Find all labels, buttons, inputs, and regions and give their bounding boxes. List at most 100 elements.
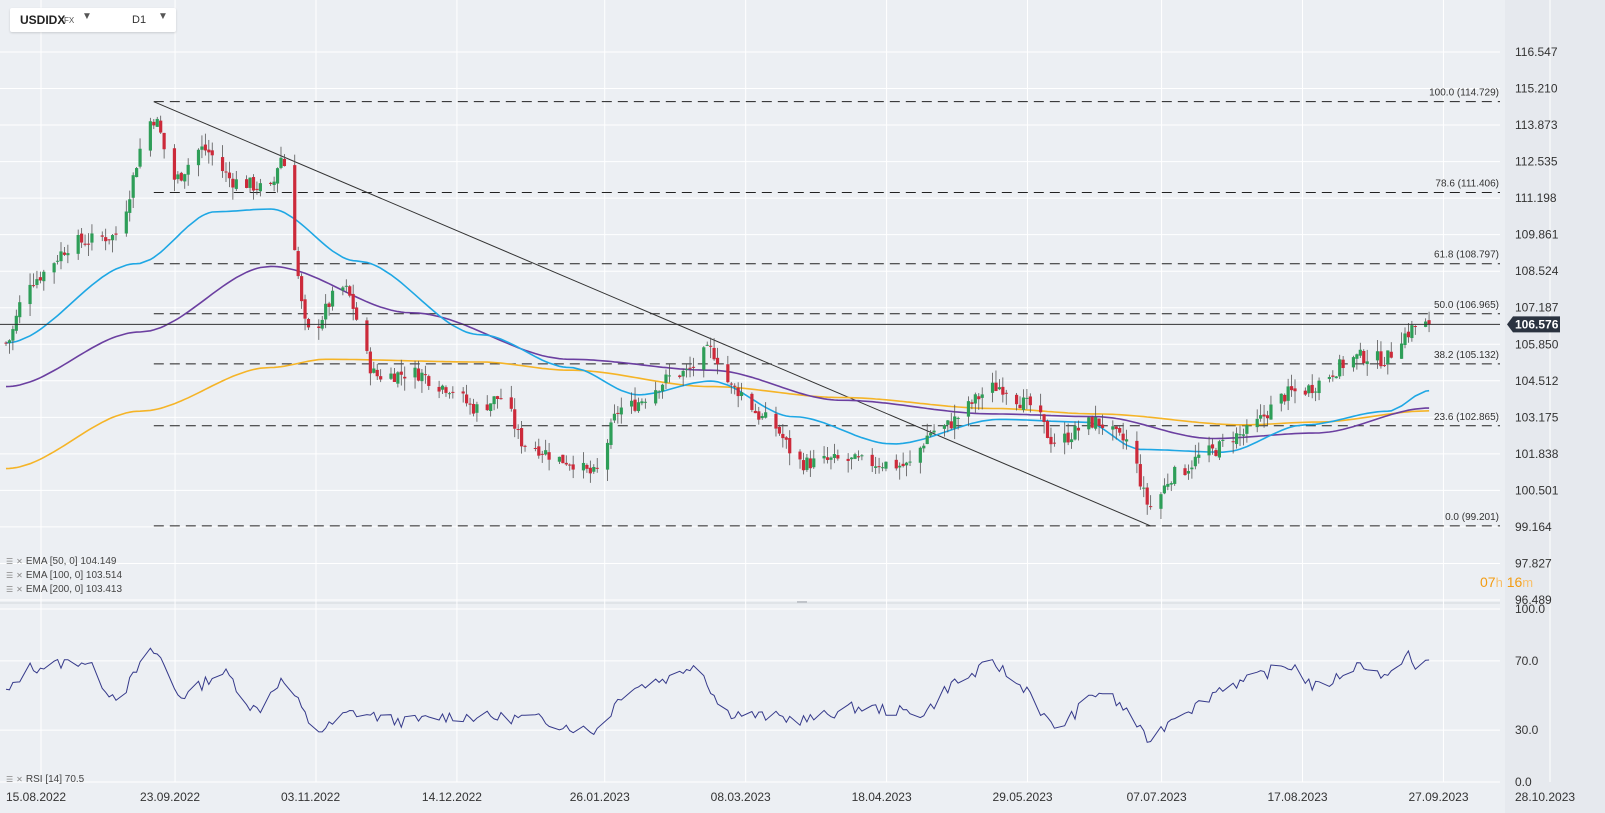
ema100-legend[interactable]: ☰ ✕ EMA [100, 0] 103.514 <box>6 570 122 581</box>
candle-body <box>80 233 84 243</box>
timeframe-dropdown-icon[interactable]: ▼ <box>158 11 168 22</box>
candle-body <box>245 179 249 188</box>
candle <box>444 385 448 397</box>
candle <box>341 285 345 296</box>
candle <box>997 379 1001 391</box>
timeframe-label[interactable]: D1 <box>132 14 147 26</box>
candle <box>231 173 235 200</box>
candle <box>533 441 537 452</box>
candle <box>128 190 132 222</box>
countdown-minutes: 16 <box>1506 574 1523 590</box>
settings-icon[interactable]: ☰ <box>6 571 14 580</box>
ema50-legend[interactable]: ☰ ✕ EMA [50, 0] 104.149 <box>6 556 117 567</box>
close-icon[interactable]: ✕ <box>16 571 23 580</box>
candle <box>427 374 431 390</box>
candle-body <box>155 118 159 127</box>
candle-body <box>777 426 782 434</box>
candle-body <box>495 396 500 399</box>
candle-body <box>1293 388 1297 392</box>
candle <box>616 406 620 424</box>
candle-body <box>465 394 469 404</box>
candle <box>643 398 647 409</box>
candle-body <box>1100 424 1105 428</box>
candle <box>1045 419 1050 439</box>
candle-body <box>1241 434 1246 436</box>
candle-body <box>83 243 87 245</box>
candle <box>966 396 971 427</box>
rsi-legend[interactable]: ☰ ✕ RSI [14] 70.5 <box>6 774 84 785</box>
settings-icon[interactable]: ☰ <box>6 557 14 566</box>
candle-body <box>664 374 668 383</box>
candle-body <box>1379 351 1383 367</box>
candle-body <box>884 461 888 469</box>
candle-body <box>159 120 163 133</box>
candle-body <box>1307 385 1311 394</box>
candle-body <box>1073 425 1077 440</box>
candle <box>1358 342 1362 358</box>
candle-body <box>1327 377 1331 379</box>
candle <box>1090 415 1094 429</box>
candle <box>1413 325 1417 335</box>
candle <box>547 442 551 471</box>
fibonacci-retracement: 100.0 (114.729) 78.6 (111.406) 61.8 (108.7… <box>153 88 1500 527</box>
candle <box>224 162 228 182</box>
candle-body <box>581 462 586 471</box>
candle-body <box>344 285 348 287</box>
candle <box>846 453 850 473</box>
candle <box>757 406 761 425</box>
candle <box>80 228 84 248</box>
candle-body <box>798 451 802 460</box>
settings-icon[interactable]: ☰ <box>6 775 14 784</box>
candle <box>1004 389 1008 405</box>
candle-body <box>753 410 757 414</box>
price-axis-label: 99.164 <box>1515 520 1552 534</box>
ema200-legend-text: EMA [200, 0] 103.413 <box>25 584 123 595</box>
candle-body <box>186 164 190 175</box>
candle <box>55 254 60 265</box>
candle <box>564 455 568 466</box>
ema200-legend[interactable]: ☰ ✕ EMA [200, 0] 103.413 <box>6 584 122 595</box>
candle-body <box>977 396 981 400</box>
candle <box>245 175 249 189</box>
candle <box>1052 433 1056 447</box>
candle-body <box>42 271 46 282</box>
candle-body <box>880 467 885 469</box>
candle-body <box>660 384 665 392</box>
candle <box>788 430 792 466</box>
candle-countdown: 07h 16m <box>1480 574 1533 590</box>
close-icon[interactable]: ✕ <box>16 557 23 566</box>
candle <box>162 132 166 159</box>
candle-body <box>681 370 685 377</box>
candle <box>255 181 259 195</box>
candle <box>1262 405 1266 428</box>
candle <box>736 382 740 408</box>
close-icon[interactable]: ✕ <box>16 585 23 594</box>
candle-body <box>437 386 441 392</box>
candle <box>152 119 156 130</box>
candle <box>492 395 496 411</box>
settings-icon[interactable]: ☰ <box>6 585 14 594</box>
candle-body <box>1386 350 1390 365</box>
candle <box>942 424 946 437</box>
candle <box>396 371 400 388</box>
close-icon[interactable]: ✕ <box>16 775 23 784</box>
symbol-name[interactable]: USDIDX <box>20 13 66 27</box>
candle-body <box>1111 426 1115 430</box>
candle <box>753 403 757 414</box>
candle <box>781 424 785 448</box>
candle <box>423 365 427 384</box>
candle <box>1076 420 1081 441</box>
candles <box>4 115 1431 519</box>
candle-body <box>461 391 465 394</box>
candle-body <box>324 303 328 320</box>
candle <box>35 270 39 289</box>
candle <box>148 117 152 157</box>
candle-body <box>255 188 259 190</box>
candle-body <box>564 462 568 465</box>
candle <box>52 262 56 284</box>
candle <box>66 244 70 264</box>
candle <box>774 406 778 437</box>
symbol-dropdown-icon[interactable]: ▼ <box>82 11 92 22</box>
candle-body <box>523 445 527 447</box>
